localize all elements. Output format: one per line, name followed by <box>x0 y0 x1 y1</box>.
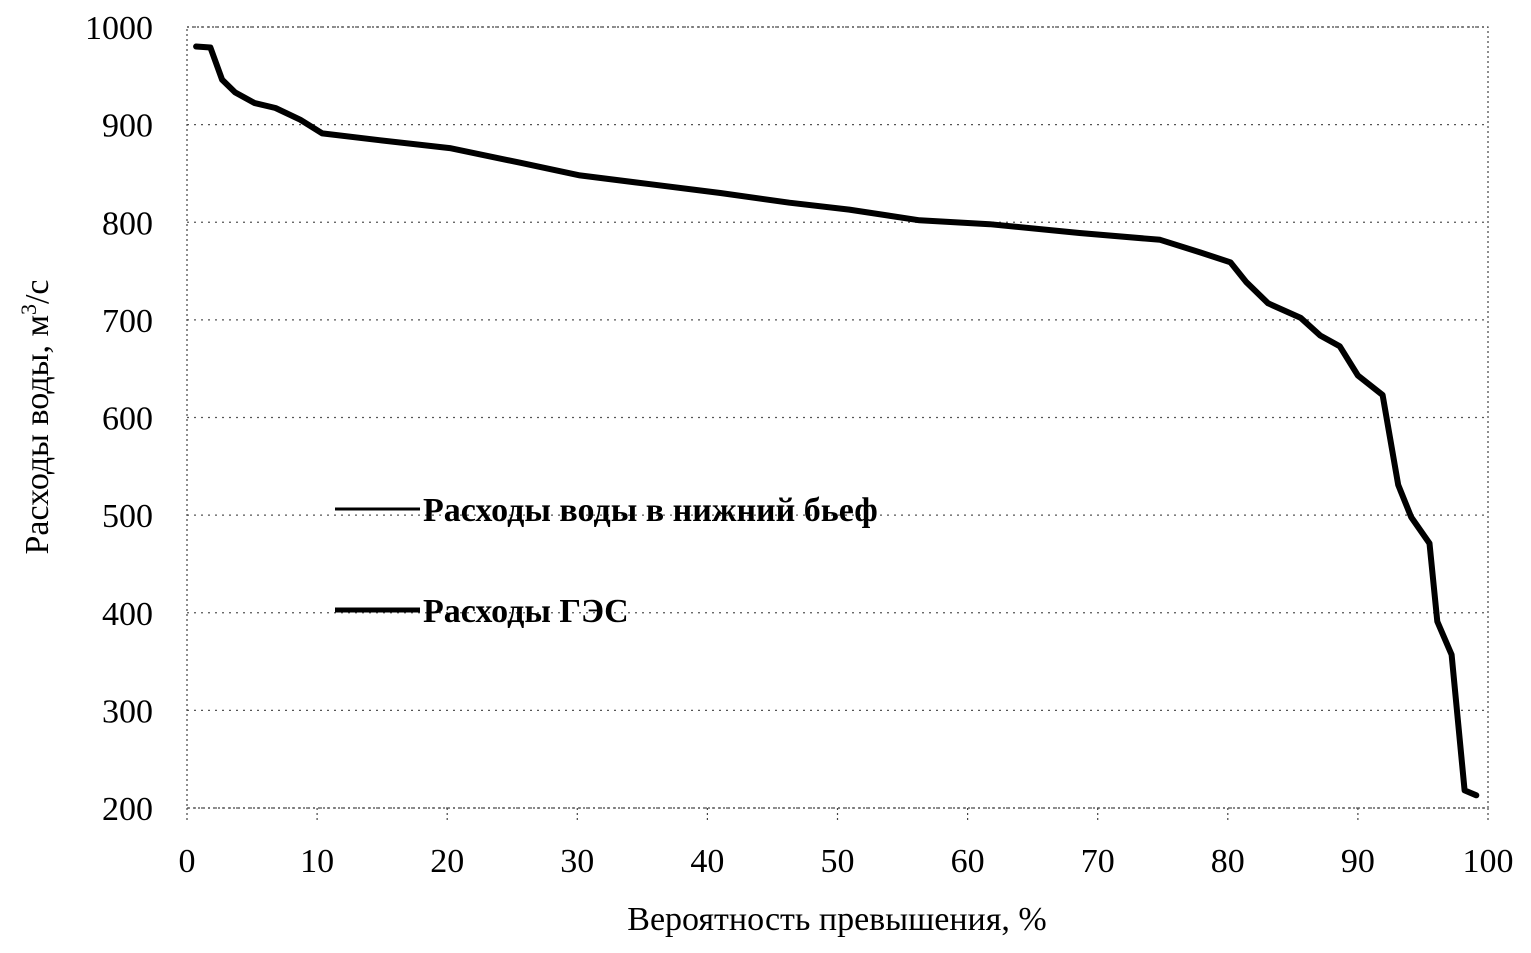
legend-item-hpp: Расходы ГЭС <box>335 593 629 630</box>
x-tick-label: 10 <box>300 843 334 880</box>
plot-frame <box>186 26 1489 809</box>
y-tick-label: 500 <box>102 498 153 535</box>
x-axis-title: Вероятность превышения, % <box>627 901 1046 938</box>
y-tick-label: 800 <box>102 205 153 242</box>
gridlines <box>186 26 1489 822</box>
y-tick-label: 900 <box>102 108 153 145</box>
y-tick-label: 200 <box>102 791 153 828</box>
x-tick-label: 40 <box>690 843 724 880</box>
y-axis-title-superscript: 3 <box>16 304 41 315</box>
x-tick-label: 0 <box>179 843 196 880</box>
legend-label-hpp: Расходы ГЭС <box>423 593 629 630</box>
y-tick-label: 600 <box>102 401 153 438</box>
x-tick-label: 50 <box>821 843 855 880</box>
y-tick-label: 1000 <box>85 10 153 47</box>
x-tick-label: 90 <box>1341 843 1375 880</box>
legend-label-tailwater: Расходы воды в нижний бьеф <box>423 492 878 529</box>
y-tick-label: 300 <box>102 693 153 730</box>
data-line-series <box>193 43 1480 799</box>
x-tick-label: 60 <box>951 843 985 880</box>
y-axis-title: Расходы воды, м3/с <box>16 279 57 554</box>
x-tick-label: 80 <box>1211 843 1245 880</box>
x-tick-label: 20 <box>430 843 464 880</box>
y-tick-label: 400 <box>102 596 153 633</box>
legend-item-tailwater: Расходы воды в нижний бьеф <box>335 492 878 529</box>
y-tick-label: 700 <box>102 303 153 340</box>
y-axis-title-main: Расходы воды, м <box>19 315 56 555</box>
x-tick-label: 100 <box>1463 843 1514 880</box>
x-axis-tick-labels: 0 10 20 30 40 50 60 70 80 90 100 <box>179 843 1514 880</box>
y-axis-title-tail: /с <box>19 279 56 304</box>
legend: Расходы воды в нижний бьеф Расходы ГЭС <box>335 492 878 630</box>
y-axis-tick-labels: 200 300 400 500 600 700 800 900 1000 <box>85 10 153 828</box>
x-tick-label: 30 <box>560 843 594 880</box>
x-tick-label: 70 <box>1081 843 1115 880</box>
